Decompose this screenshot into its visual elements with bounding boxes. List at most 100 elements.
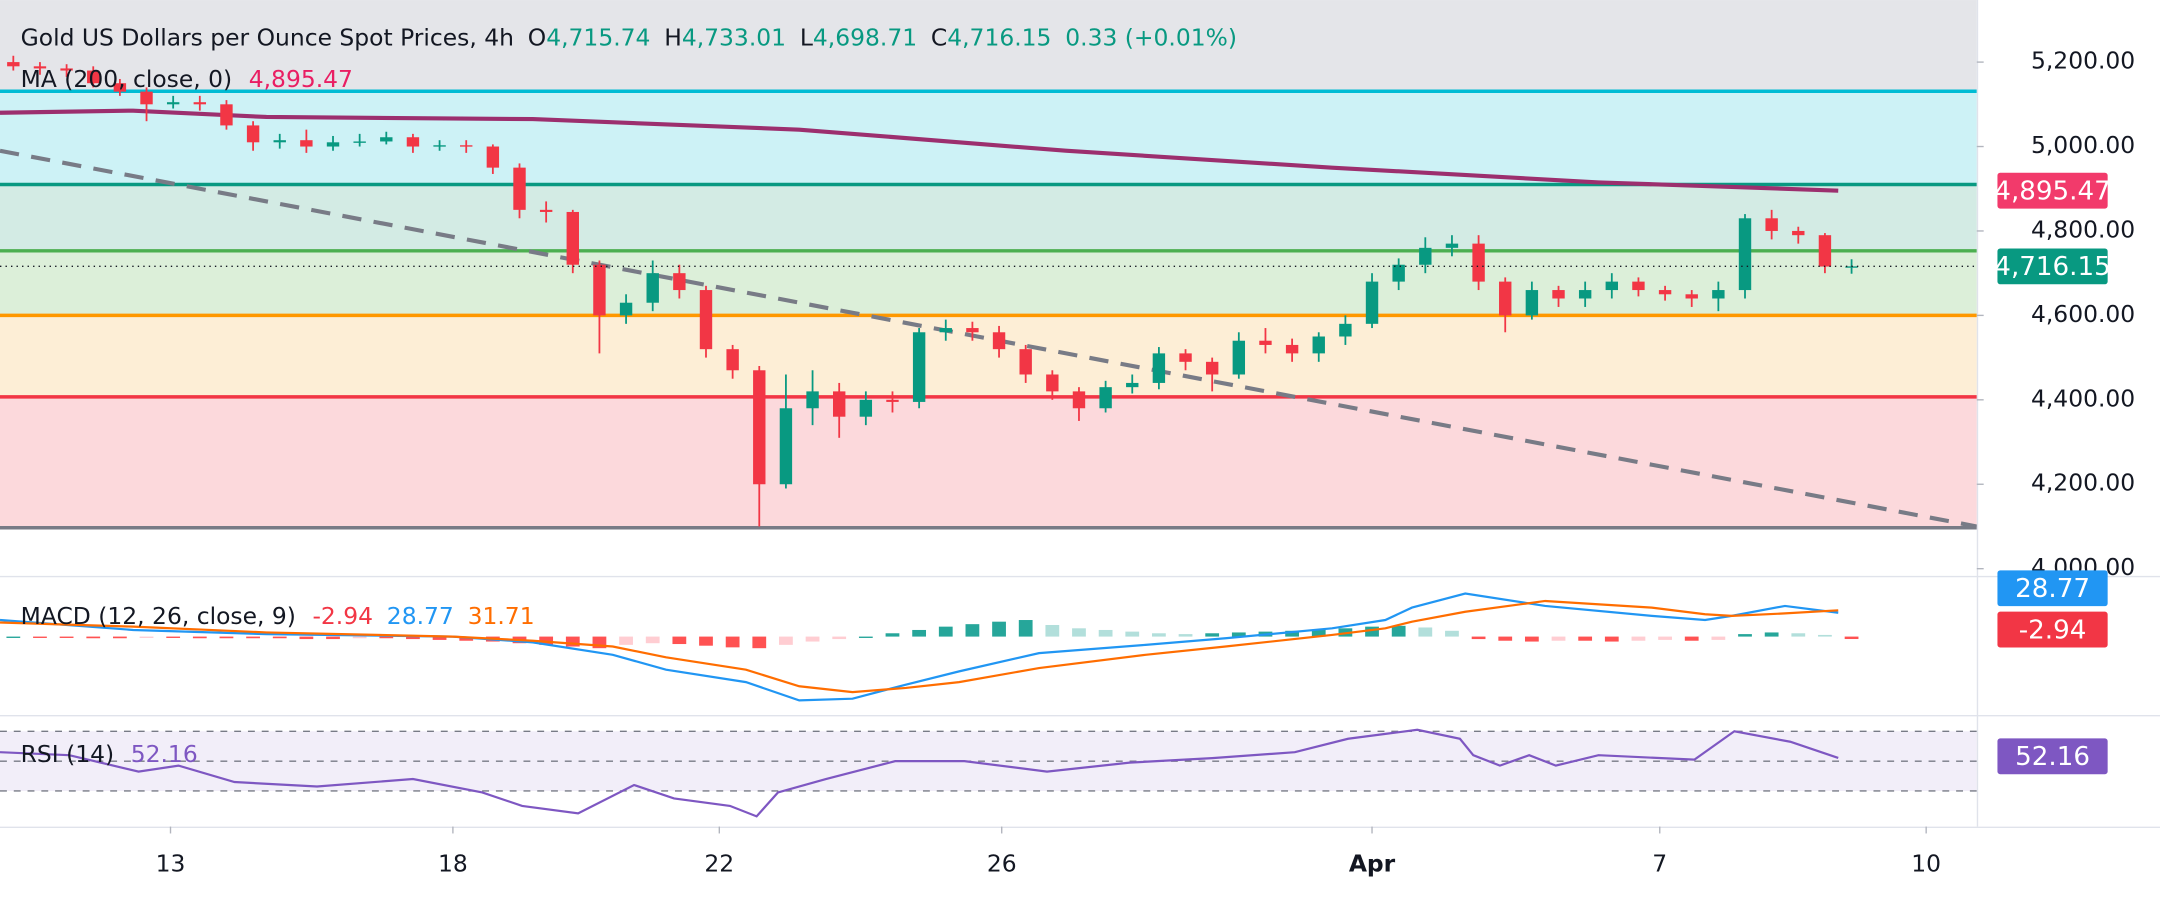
macd-hist: [832, 636, 847, 640]
candle-body: [1126, 382, 1139, 388]
candle-body: [1499, 281, 1512, 316]
macd-hist: [1125, 631, 1140, 637]
candle-body: [406, 137, 420, 147]
l-value: 4,698.71: [813, 23, 917, 51]
macd-badge-bg: [1997, 570, 2108, 607]
macd-hist: [406, 636, 420, 640]
candle-body: [166, 102, 180, 105]
macd-hist: [352, 636, 367, 639]
y-tick-label: 4,200.00: [2031, 469, 2135, 497]
candle-body: [1205, 361, 1219, 375]
macd-hist: [912, 629, 927, 637]
rsi-value: 52.16: [131, 739, 198, 767]
macd-hist: [1844, 636, 1859, 640]
candle-body: [992, 332, 1006, 350]
x-tick-label: 13: [156, 850, 186, 878]
candle-body: [1392, 264, 1405, 282]
macd-hist: [938, 626, 953, 637]
macd-hist: [619, 636, 633, 645]
candle-body: [966, 328, 979, 333]
candle-body: [380, 137, 393, 142]
price-pane: [0, 55, 1978, 530]
header-title: Gold US Dollars per Ounce Spot Prices, 4…: [21, 23, 514, 51]
macd-hist: [805, 636, 820, 642]
candle-body: [886, 399, 899, 402]
band: [0, 0, 1977, 92]
h-value: 4,733.01: [682, 23, 786, 51]
macd-hist: [779, 636, 793, 645]
candle-body: [539, 209, 553, 212]
band: [0, 396, 1977, 528]
candle-body: [246, 125, 260, 143]
macd-line: [0, 592, 1839, 702]
x-tick-label: 26: [987, 850, 1017, 878]
macd-hist: [1365, 626, 1379, 637]
ma-legend: MA (200, close, 0) 4,895.47: [21, 64, 353, 92]
macd-hist: [432, 636, 447, 640]
macd-hist: [1098, 629, 1113, 637]
macd-hist: [1152, 633, 1166, 637]
macd-hist: [246, 636, 260, 639]
rsi-badge-bg: [1997, 738, 2108, 775]
macd-hist: [752, 636, 767, 649]
candle-body: [7, 62, 20, 67]
y-tick-label: 4,600.00: [2031, 300, 2135, 328]
candle-body: [1285, 344, 1299, 354]
price-badge: 4,716.15: [1994, 252, 2110, 282]
candle-body: [939, 328, 952, 333]
candle-body: [1765, 218, 1778, 231]
candle-body: [1605, 281, 1618, 291]
y-tick-label: 5,000.00: [2031, 131, 2135, 159]
macd-hist: [645, 636, 660, 644]
candle-body: [1738, 218, 1752, 291]
candle-body: [87, 70, 100, 84]
candle-body: [806, 391, 819, 409]
signal-value: 31.71: [468, 602, 535, 630]
candle-body: [1019, 349, 1032, 375]
macd-hist: [1738, 634, 1752, 637]
rsi-badge: 52.16: [2015, 742, 2090, 772]
candle-body: [1578, 290, 1592, 299]
candle-body: [1072, 391, 1086, 409]
hist-value: -2.94: [312, 602, 373, 630]
macd-hist: [1018, 620, 1033, 637]
macd-hist: [1231, 632, 1246, 637]
macd-legend: MACD (12, 26, close, 9) -2.94 28.77 31.71: [21, 602, 535, 630]
macd-hist: [1311, 629, 1326, 637]
badges: 4,895.47 4,716.15 28.77 -2.94 52.16: [1994, 172, 2111, 775]
candle-body: [1339, 323, 1352, 337]
candle-body: [513, 167, 526, 210]
ma-line: [0, 108, 1839, 193]
candle-body: [460, 145, 473, 147]
candle-body: [1712, 290, 1725, 299]
candle-body: [1232, 340, 1246, 375]
macd-hist: [1391, 625, 1406, 637]
rsi-line: [0, 728, 1839, 818]
candle-body: [566, 211, 579, 265]
macd-hist: [1551, 636, 1566, 641]
macd-hist: [192, 636, 207, 639]
macd-hist: [326, 636, 340, 640]
price-badge-bg: [1997, 248, 2108, 285]
band: [0, 250, 1977, 316]
candle-body: [353, 141, 366, 143]
macd-hist: [379, 636, 394, 639]
band: [0, 315, 1977, 397]
rsi-name: RSI (14): [21, 739, 115, 767]
candle-body: [1312, 336, 1325, 354]
candle-body: [1259, 340, 1272, 345]
l-key: L: [800, 23, 813, 51]
ma-badge-bg: [1997, 172, 2108, 209]
x-tick-label: Apr: [1349, 850, 1396, 878]
candle-body: [619, 302, 633, 316]
backgrounds: [0, 0, 1977, 528]
candle-body: [833, 391, 846, 417]
candle-body: [1525, 290, 1539, 316]
macd-hist: [965, 624, 980, 637]
c-value: 4,716.15: [947, 23, 1051, 51]
candle-body: [912, 332, 926, 402]
macd-hist: [1524, 636, 1539, 642]
candle-body: [1445, 243, 1459, 248]
candle-body: [273, 140, 286, 143]
